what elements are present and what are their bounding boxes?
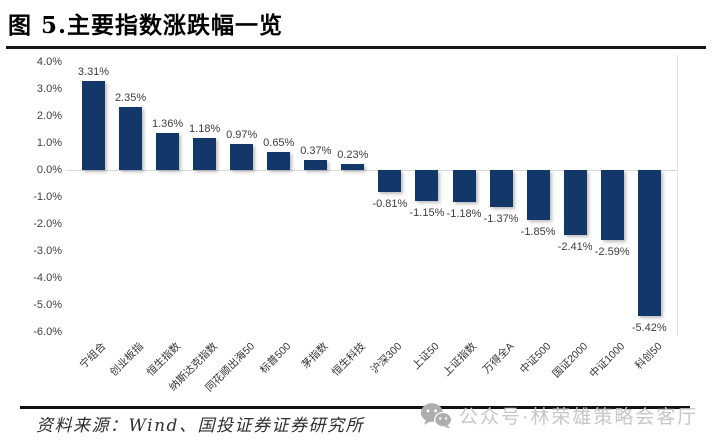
y-tick-label: -5.0%: [33, 299, 62, 311]
bar-value-label: 0.23%: [337, 148, 369, 161]
title-divider: [6, 46, 706, 49]
x-category-label: 标普500: [257, 340, 294, 377]
y-tick-label: 0.0%: [36, 164, 62, 176]
x-category-label: 上证50: [410, 340, 442, 373]
footer-divider: [20, 406, 690, 409]
bar-value-label: 0.37%: [300, 145, 332, 157]
bar: [563, 170, 587, 236]
bar-value-label: -1.37%: [483, 212, 519, 225]
x-category-label: 科创50: [632, 340, 665, 373]
y-tick-label: 2.0%: [36, 110, 62, 122]
bar-value-label: -1.15%: [409, 207, 445, 220]
x-category-label: 中证1000: [587, 340, 628, 381]
bar-value-label: -0.81%: [372, 197, 408, 210]
bar: [600, 170, 624, 240]
bar: [119, 106, 143, 170]
bar-value-label: 1.36%: [151, 118, 184, 131]
bar-value-label: -1.18%: [446, 207, 482, 220]
bar: [230, 143, 254, 170]
bar: [637, 170, 661, 317]
figure-title: 图 5.主要指数涨跌幅一览: [8, 12, 284, 39]
y-tick-label: 4.0%: [36, 56, 62, 68]
bar: [156, 133, 180, 170]
x-category-label: 国证2000: [550, 340, 591, 381]
zero-line: [66, 170, 678, 171]
bar-value-label: -1.85%: [520, 225, 556, 238]
x-category-label: 茅指数: [299, 340, 331, 372]
bar-value-label: 0.65%: [263, 137, 295, 150]
plot-right-border: [677, 55, 678, 336]
y-tick-label: -4.0%: [33, 272, 62, 284]
bar: [304, 160, 328, 170]
bar: [415, 170, 439, 202]
bar: [341, 163, 365, 170]
source-note: 资料来源：Wind、国投证券证券研究所: [36, 416, 364, 436]
bar: [452, 170, 476, 202]
y-tick-label: -3.0%: [33, 245, 62, 257]
x-category-label: 中证500: [517, 340, 554, 377]
bar: [82, 80, 105, 170]
bar-value-label: 0.97%: [226, 128, 258, 141]
bar-value-label: -2.41%: [557, 241, 593, 254]
x-category-label: 万得全A: [480, 340, 516, 377]
y-tick-label: -6.0%: [33, 326, 62, 338]
y-tick-label: -1.0%: [33, 191, 62, 203]
wechat-icon: [420, 403, 452, 429]
bar: [489, 170, 513, 207]
y-tick-label: 1.0%: [36, 137, 62, 149]
bar: [267, 152, 291, 170]
bar: [526, 170, 550, 220]
bar-value-label: 2.35%: [114, 91, 147, 104]
y-tick-label: -2.0%: [33, 218, 62, 230]
watermark-text: 公众号·林荣雄策略会客厅: [459, 407, 699, 428]
x-category-label: 创业板指: [107, 340, 146, 379]
x-category-label: 恒生科技: [329, 340, 368, 379]
bar: [378, 170, 402, 192]
bar-value-label: 1.18%: [189, 123, 221, 136]
x-category-label: 上证指数: [440, 340, 479, 379]
bar-value-label: 3.31%: [77, 65, 110, 78]
bar: [193, 138, 217, 170]
bar-value-label: -2.59%: [594, 245, 630, 258]
x-category-label: 沪深300: [369, 340, 405, 377]
y-tick-label: 3.0%: [36, 83, 62, 95]
watermark: 公众号·林荣雄策略会客厅: [420, 402, 698, 429]
bar-value-label: -5.42%: [631, 322, 667, 335]
x-category-label: 宁组合: [77, 340, 109, 372]
